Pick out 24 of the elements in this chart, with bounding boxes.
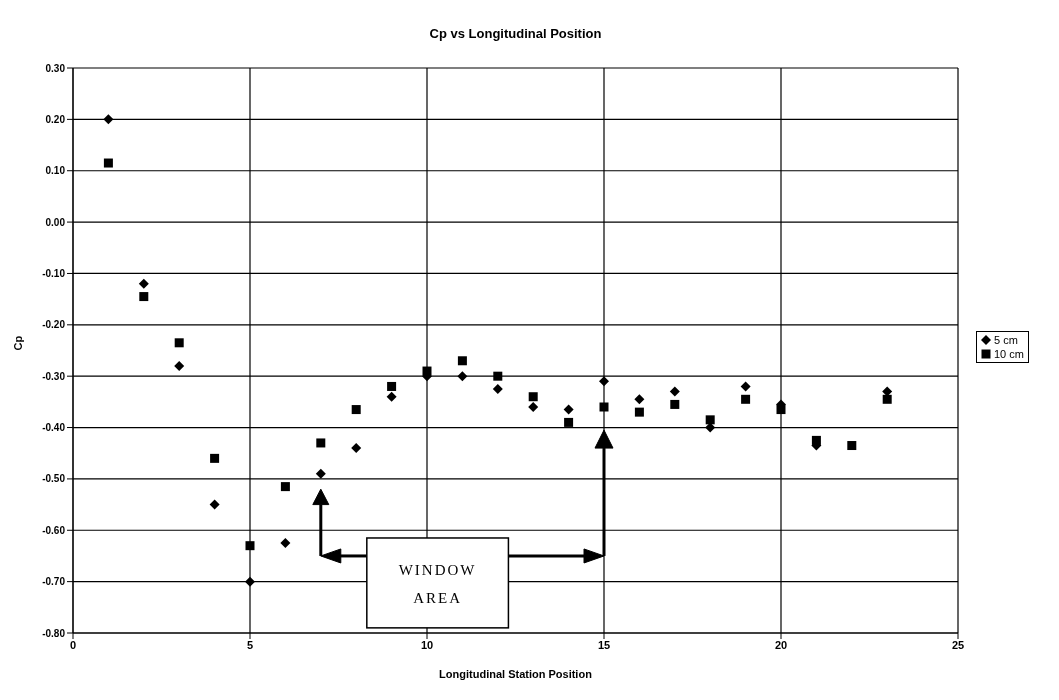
y-tick-label: 0.00	[45, 216, 66, 228]
y-tick-label: -0.50	[42, 473, 66, 485]
x-tick-label: 10	[420, 638, 434, 651]
y-tick-label: -0.20	[42, 319, 66, 331]
legend-label: 10 cm	[994, 347, 1024, 360]
y-tick-label: 0.20	[45, 113, 66, 125]
y-tick-label: -0.10	[42, 268, 66, 279]
x-tick-label: 25	[951, 638, 965, 651]
annotation: WINDOW AREA	[398, 561, 477, 606]
y-tick-label: -0.60	[42, 524, 66, 536]
x-tick-label: 20	[774, 638, 788, 651]
x-tick-label: 15	[597, 638, 611, 651]
chart-title: Cp vs Longitudinal Position	[428, 26, 603, 41]
y-axis-title: Cp	[11, 335, 24, 351]
x-tick-label: 5	[246, 638, 254, 651]
x-tick-label: 0	[69, 638, 77, 651]
y-tick-label: 0.30	[45, 62, 66, 74]
y-tick-label: -0.80	[42, 627, 66, 639]
x-axis-title: Longitudinal Station Position	[439, 668, 593, 680]
y-tick-label: -0.30	[42, 370, 66, 382]
y-tick-label: -0.40	[42, 422, 66, 434]
legend-label: 5 cm	[994, 333, 1018, 346]
y-tick-label: 0.10	[45, 165, 66, 177]
y-tick-label: -0.70	[42, 576, 66, 588]
